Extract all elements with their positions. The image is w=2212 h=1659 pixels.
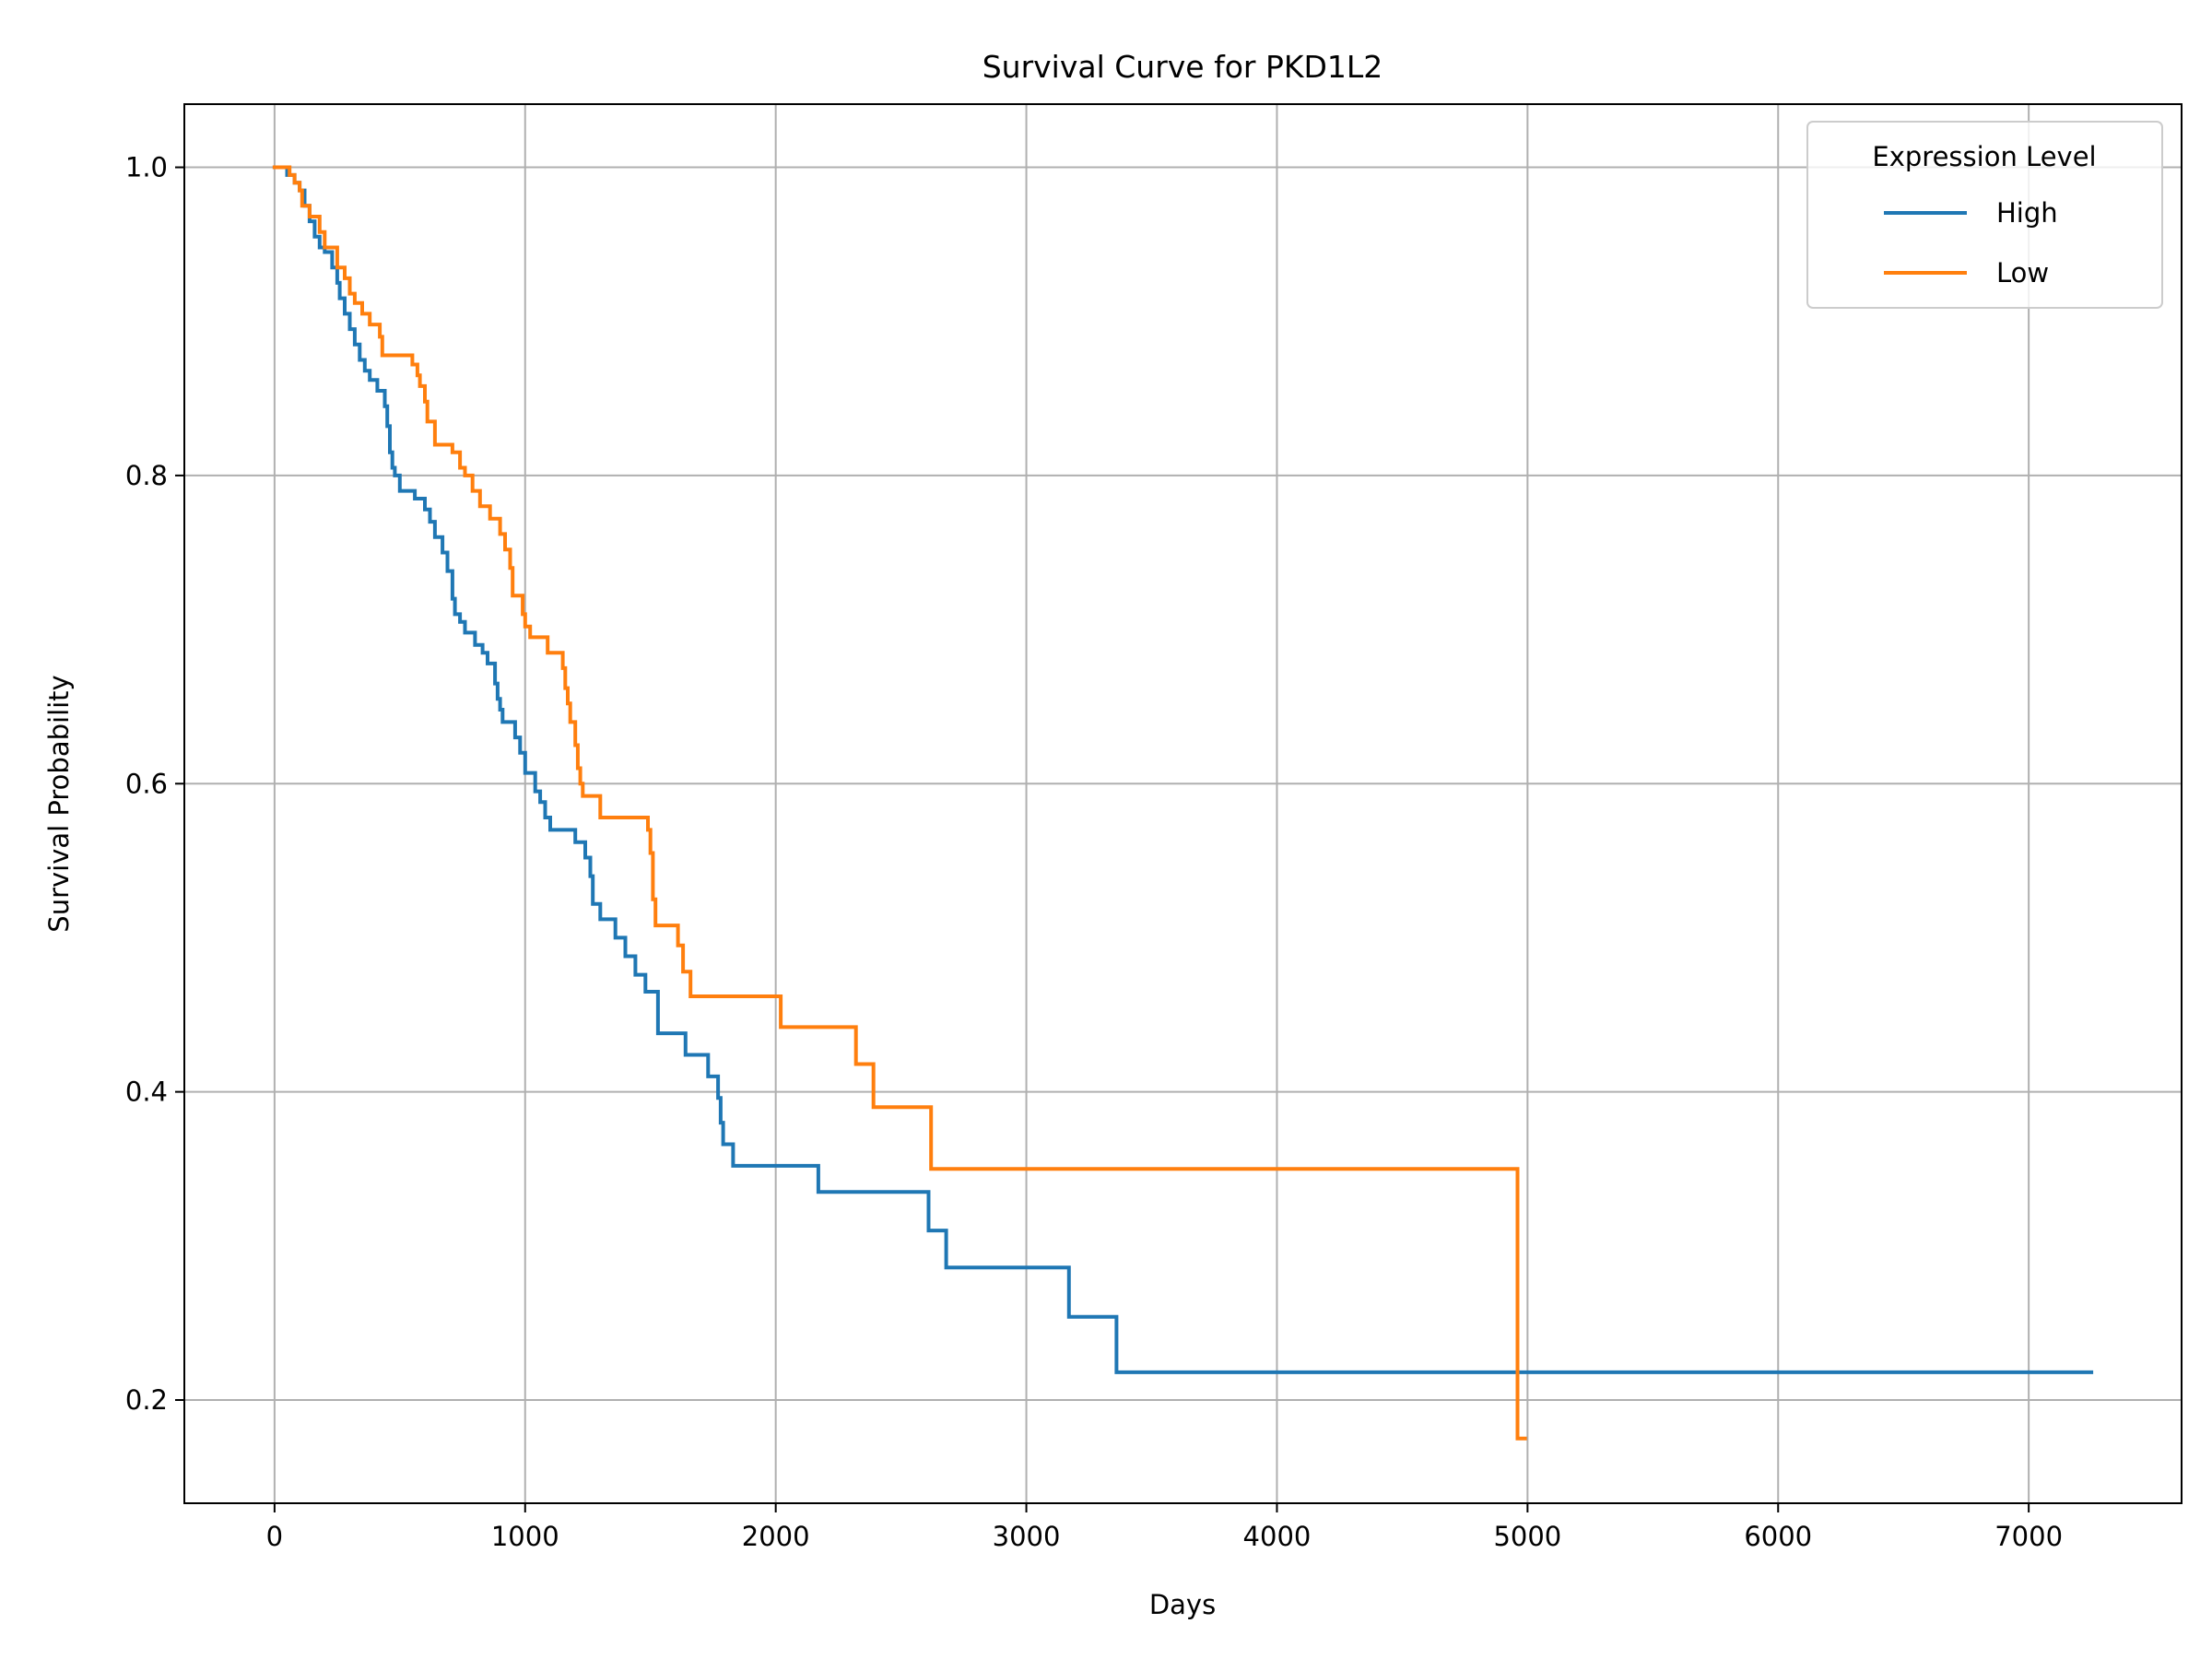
series-layer [272,165,2094,1441]
x-tick-label: 7000 [1994,1521,2063,1552]
y-tick-label: 0.4 [125,1077,168,1108]
series-line-low [272,165,1527,1441]
grid-lines [184,104,2182,1503]
y-tick-label: 0.8 [125,460,168,491]
legend-entries: High Low [1884,197,2058,288]
y-tick-label: 0.6 [125,768,168,799]
x-tick-label: 6000 [1744,1521,1812,1552]
x-tick-label: 3000 [993,1521,1061,1552]
x-tick-label: 2000 [742,1521,810,1552]
x-tick-label: 1000 [491,1521,559,1552]
y-tick-label: 0.2 [125,1384,168,1416]
x-tick-label: 5000 [1493,1521,1561,1552]
plot-frame [183,103,2183,1504]
series-line-high [272,165,2094,1374]
legend-label-low: Low [1996,257,2049,288]
legend-label-high: High [1996,197,2058,229]
y-axis-label: Survival Probability [43,675,75,932]
legend: Expression Level High Low [1806,121,2163,309]
y-tick-label: 1.0 [125,152,168,183]
legend-box [1806,121,2163,309]
chart-title: Survival Curve for PKD1L2 [982,49,1383,85]
x-axis-label: Days [1149,1589,1216,1620]
x-axis-ticks: 0 1000 2000 3000 4000 5000 6000 7000 [266,1503,2063,1552]
x-tick-label: 4000 [1243,1521,1312,1552]
x-tick-label: 0 [266,1521,283,1552]
legend-title: Expression Level [1872,141,2096,172]
y-axis-ticks: 0.2 0.4 0.6 0.8 1.0 [125,152,184,1416]
